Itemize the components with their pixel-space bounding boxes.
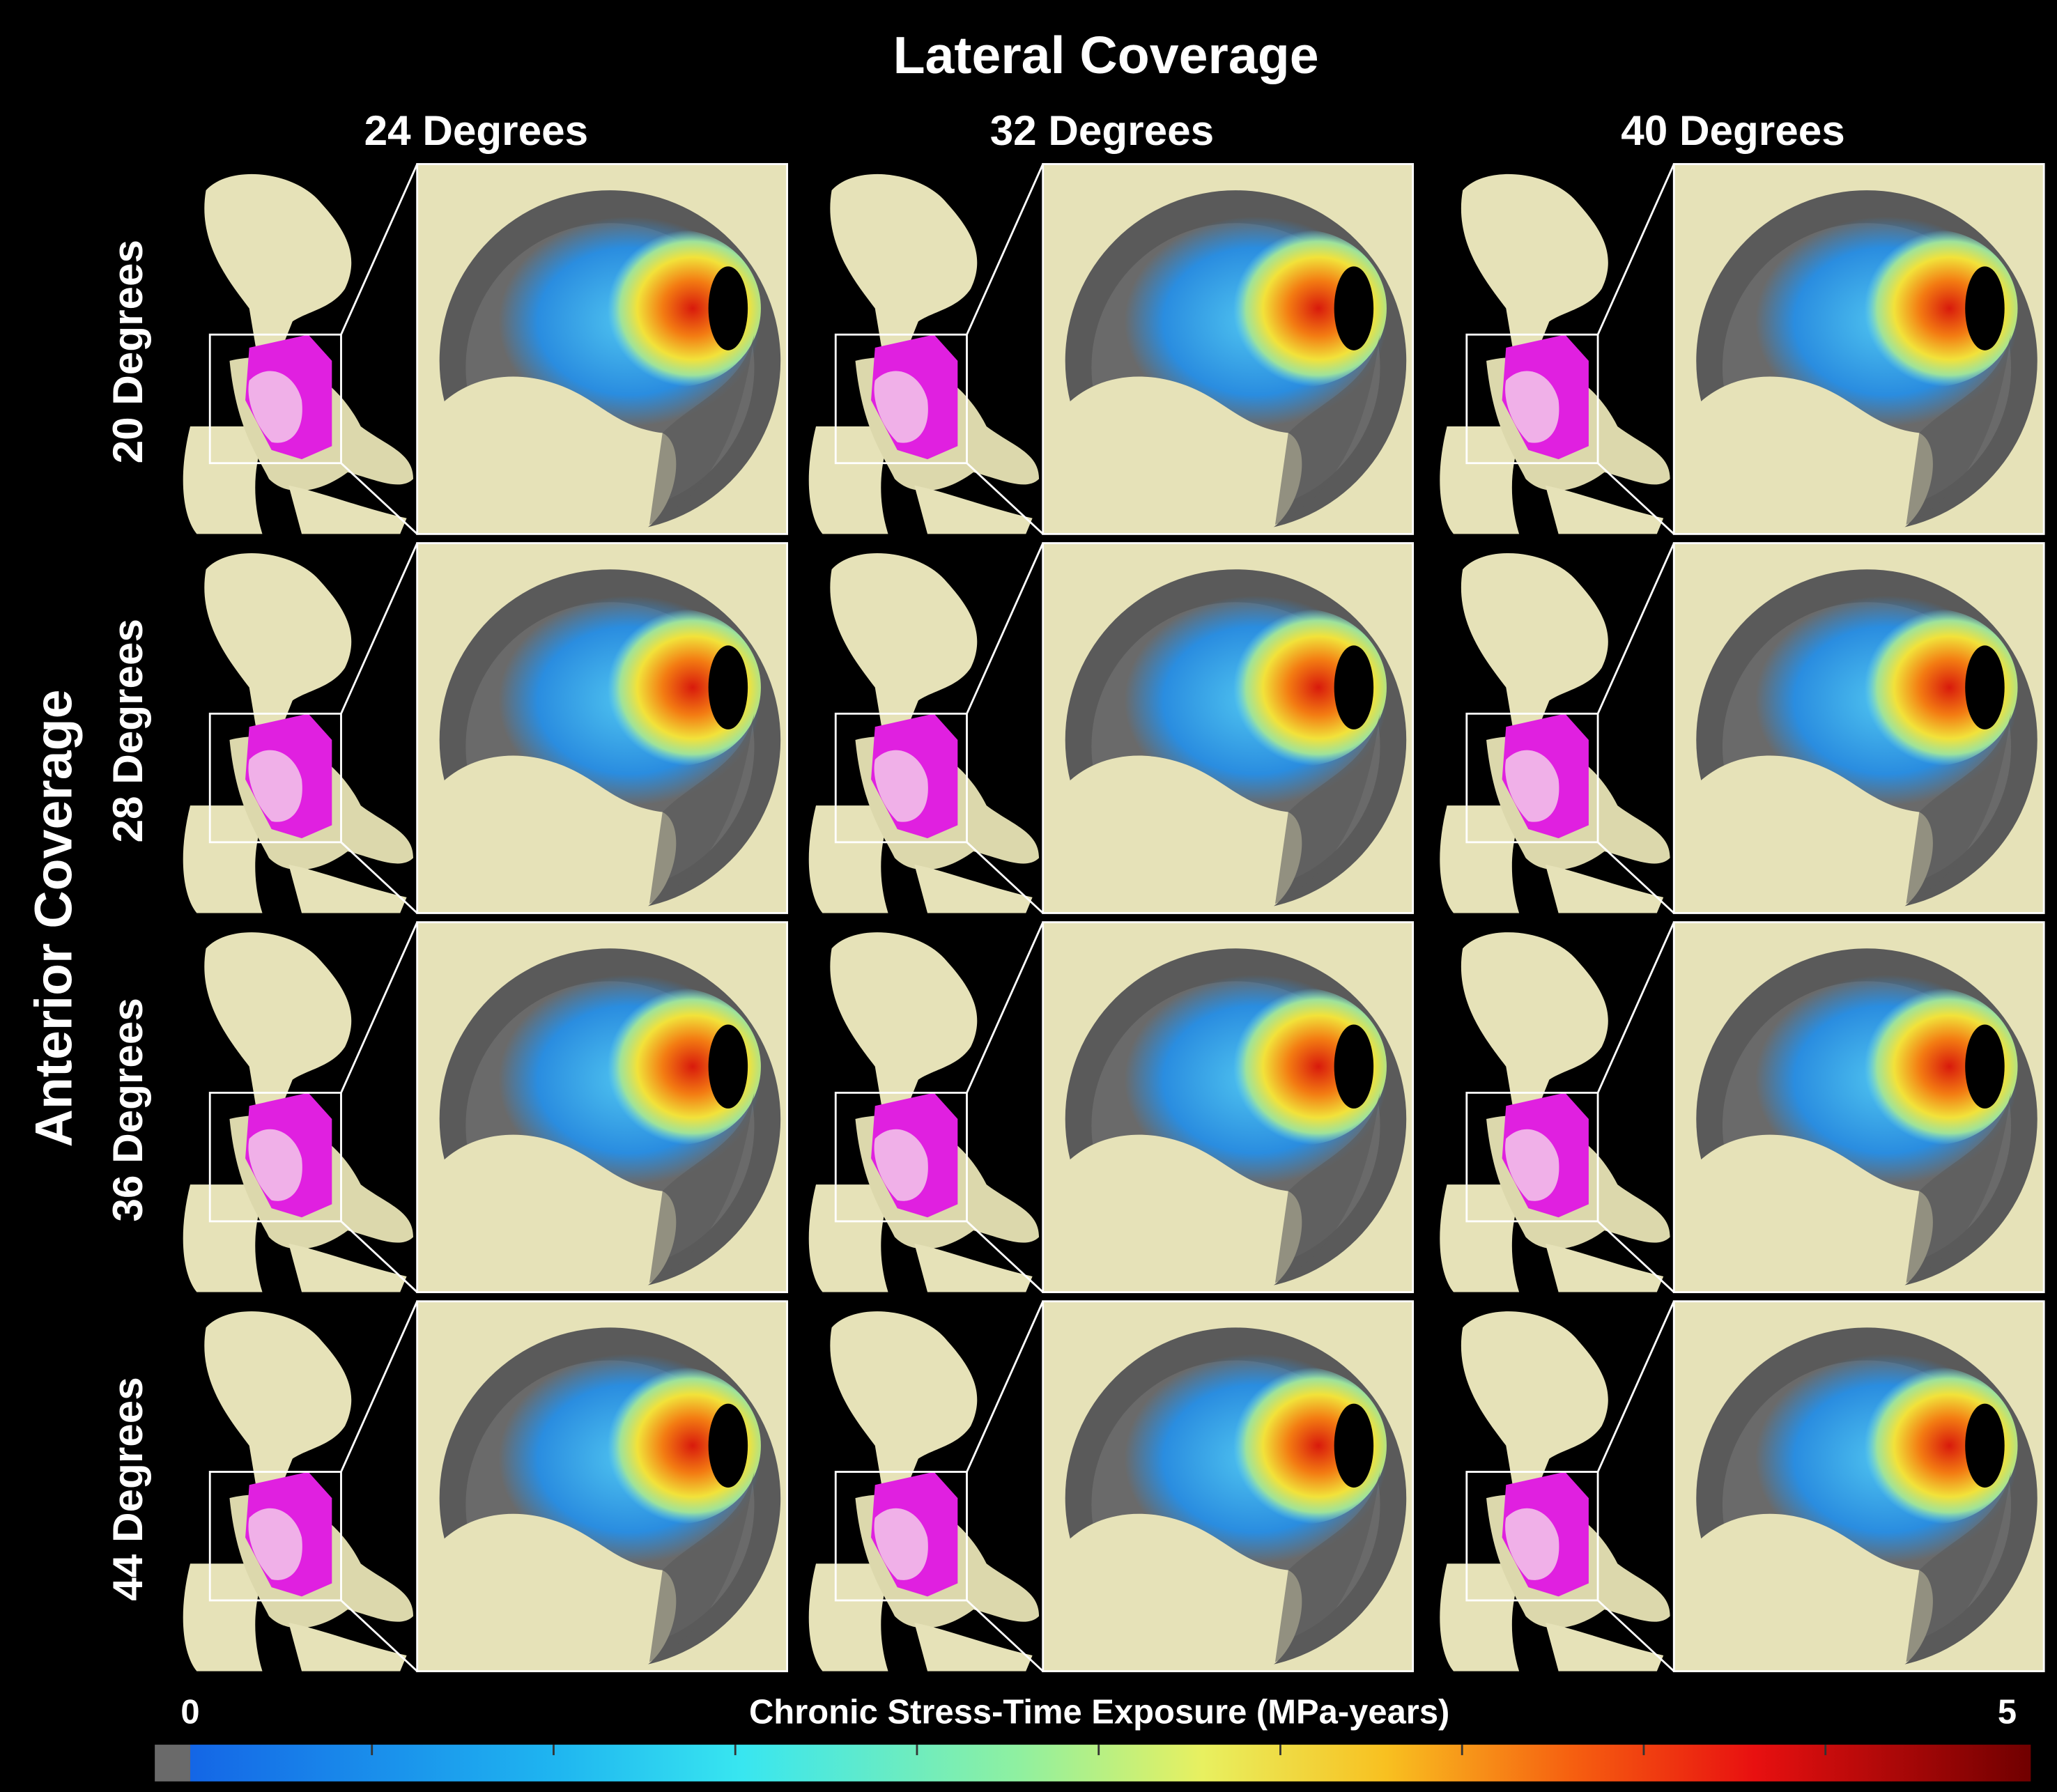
colorbar: Chronic Stress-Time Exposure (MPa-years)… <box>155 1694 2031 1782</box>
row-label: 36 Degrees <box>104 998 151 1221</box>
column-label: 32 Degrees <box>990 107 1214 154</box>
column-label: 24 Degrees <box>364 107 588 154</box>
panel <box>183 543 787 913</box>
column-label: 40 Degrees <box>1621 107 1844 154</box>
panel <box>809 164 1413 534</box>
row-label: 44 Degrees <box>104 1377 151 1600</box>
colorbar-below <box>155 1745 190 1782</box>
panel <box>1440 164 2044 534</box>
panel <box>183 164 787 534</box>
panel <box>809 922 1413 1292</box>
panel <box>1440 1301 2044 1671</box>
colorbar-ramp <box>190 1745 2031 1782</box>
panel <box>183 922 787 1292</box>
row-axis-title: Anterior Coverage <box>24 690 83 1148</box>
row-label: 20 Degrees <box>104 240 151 463</box>
panel <box>809 543 1413 913</box>
panel <box>183 1301 787 1671</box>
colorbar-title: Chronic Stress-Time Exposure (MPa-years) <box>749 1694 1449 1731</box>
row-label: 28 Degrees <box>104 619 151 842</box>
figure-title: Lateral Coverage <box>893 26 1319 84</box>
panel <box>1440 543 2044 913</box>
panel <box>1440 922 2044 1292</box>
colorbar-min-label: 0 <box>180 1694 199 1731</box>
panel <box>809 1301 1413 1671</box>
colorbar-max-label: 5 <box>1998 1694 2017 1731</box>
